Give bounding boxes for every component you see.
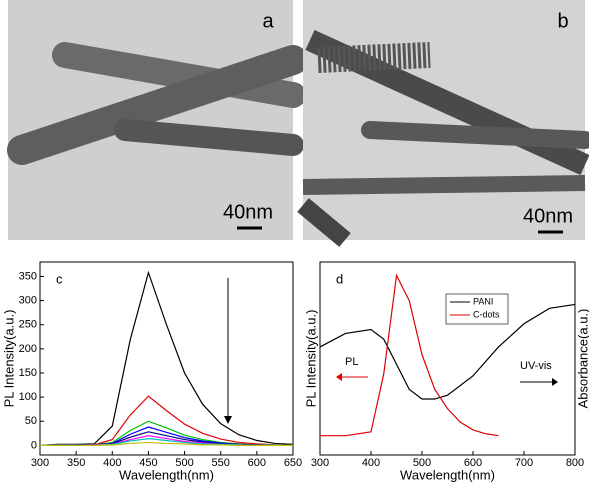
legend-label: PANI	[473, 296, 493, 306]
x-tick-label: 400	[103, 457, 121, 469]
y-tick-label: 250	[19, 319, 37, 331]
y-tick-label: 350	[19, 270, 37, 282]
x-axis-label: Wavelength(nm)	[400, 467, 495, 482]
y-tick-label: 50	[25, 415, 37, 427]
y-axis-label: PL Intensity(a.u.)	[1, 310, 16, 408]
x-tick-label: 400	[362, 457, 380, 469]
x-tick-label: 600	[464, 457, 482, 469]
x-tick-label: 350	[67, 457, 85, 469]
x-tick-label: 600	[248, 457, 266, 469]
annotation: PL	[345, 356, 358, 368]
x-tick-label: 800	[566, 457, 584, 469]
y-tick-label: 300	[19, 295, 37, 307]
x-tick-label: 300	[31, 457, 49, 469]
plot-frame	[39, 261, 294, 456]
y-tick-label: 0	[31, 439, 37, 451]
x-tick-label: 450	[139, 457, 157, 469]
x-tick-label: 700	[515, 457, 533, 469]
series-line	[39, 270, 294, 446]
scale-bar-label: 40nm	[223, 201, 273, 223]
annotation: UV-vis	[520, 360, 552, 372]
series-line	[319, 303, 576, 400]
series-line	[40, 441, 293, 446]
panel-label: c	[56, 271, 63, 286]
x-axis-label: Wavelength(nm)	[119, 467, 214, 482]
tem-image-b	[297, 0, 589, 247]
series-line	[39, 395, 294, 446]
plot-frame	[319, 261, 576, 456]
legend-box	[445, 293, 509, 325]
tem-image-a	[7, 0, 308, 240]
x-tick-label: 550	[212, 457, 230, 469]
y-axis-label: PL Intensity(a.u.)	[303, 310, 318, 408]
legend-label: C-dots	[473, 309, 500, 319]
panel-label: a	[262, 10, 274, 32]
series-line	[320, 273, 499, 437]
panel-label: b	[557, 10, 568, 32]
y-tick-label: 100	[19, 391, 37, 403]
x-tick-label: 500	[175, 457, 193, 469]
x-tick-label: 650	[284, 457, 302, 469]
y2-axis-label: Absorbance(a.u.)	[575, 309, 589, 409]
x-tick-label: 300	[311, 457, 329, 469]
y-tick-label: 150	[19, 367, 37, 379]
x-tick-label: 500	[413, 457, 431, 469]
panel-label: d	[336, 271, 343, 286]
arrow	[336, 373, 558, 386]
series-line	[39, 420, 294, 446]
arrow	[224, 278, 232, 424]
scale-bar-label: 40nm	[523, 205, 573, 227]
y-tick-label: 200	[19, 343, 37, 355]
